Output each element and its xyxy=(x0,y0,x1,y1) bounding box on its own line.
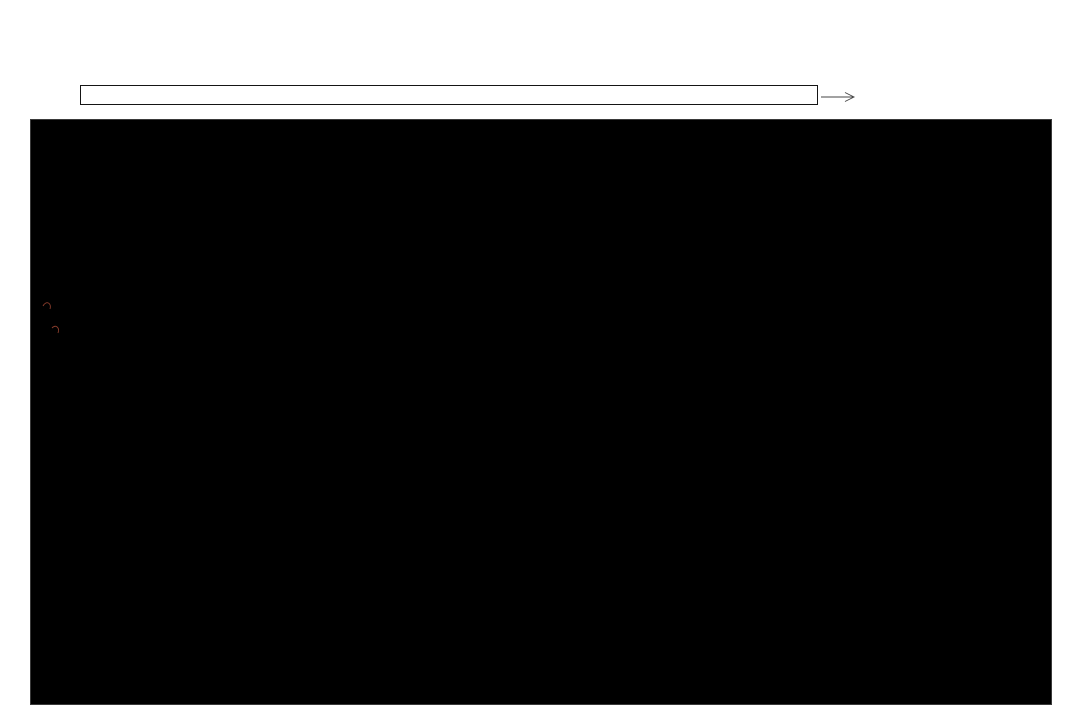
reference-wind-arrow-icon xyxy=(821,92,856,102)
colorbar-tick-labels xyxy=(80,69,818,82)
map-base-shading xyxy=(31,120,1051,704)
map-canvas xyxy=(30,119,1052,705)
small-extreme-marks xyxy=(42,302,59,334)
map-figure xyxy=(31,120,1051,704)
colorbar xyxy=(80,85,818,105)
